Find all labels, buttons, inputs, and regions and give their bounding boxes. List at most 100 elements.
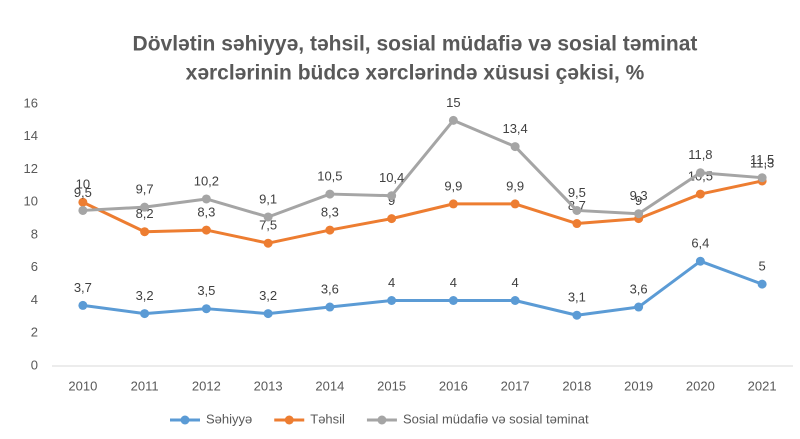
point	[201, 194, 211, 204]
chart-title: Dövlətin səhiyyə, təhsil, sosial müdafiə…	[133, 33, 698, 56]
data-label: 10,2	[194, 173, 219, 188]
legend-label: Sosial müdafiə və sosial təminat	[403, 411, 589, 426]
legend-marker	[377, 415, 387, 425]
x-tick-label: 2015	[377, 378, 406, 393]
point	[325, 302, 335, 312]
point	[757, 279, 767, 289]
legend-marker	[284, 415, 294, 425]
x-tick-label: 2012	[192, 378, 221, 393]
data-label: 3,2	[136, 288, 154, 303]
x-tick-label: 2021	[748, 378, 777, 393]
legend-label: Təhsil	[310, 411, 345, 426]
data-label: 10,4	[379, 170, 404, 185]
data-label: 4	[450, 275, 457, 290]
point	[325, 225, 335, 235]
point	[448, 115, 458, 125]
point	[510, 296, 520, 305]
point	[140, 227, 150, 237]
y-tick-label: 16	[24, 95, 38, 110]
data-label: 6,4	[691, 236, 709, 251]
y-tick-label: 10	[24, 194, 38, 209]
point	[325, 189, 335, 199]
x-tick-label: 2018	[562, 378, 591, 393]
data-label: 10	[76, 177, 90, 192]
data-label: 3,5	[197, 283, 215, 298]
data-label: 3,7	[74, 280, 92, 295]
point	[634, 209, 644, 219]
point	[387, 214, 397, 224]
data-label: 5	[759, 259, 766, 274]
point	[78, 300, 88, 310]
point	[634, 302, 644, 312]
chart-title: xərclərinin büdcə xərclərində xüsusi çək…	[186, 62, 645, 85]
y-tick-label: 4	[31, 292, 38, 307]
point	[263, 238, 273, 248]
x-tick-label: 2010	[68, 378, 97, 393]
x-tick-label: 2017	[501, 378, 530, 393]
point	[572, 310, 582, 320]
x-tick-label: 2019	[624, 378, 653, 393]
data-label: 9,5	[74, 185, 92, 200]
point	[695, 168, 705, 178]
point	[448, 296, 458, 305]
data-label: 8,2	[136, 206, 154, 221]
data-label: 11,8	[688, 147, 712, 162]
point	[695, 189, 705, 199]
data-label: 9	[635, 193, 642, 208]
point	[78, 205, 88, 215]
y-tick-label: 12	[24, 161, 38, 176]
point	[387, 191, 397, 201]
y-tick-label: 8	[31, 226, 38, 241]
series-line	[82, 179, 763, 245]
point	[263, 212, 273, 222]
point	[201, 225, 211, 235]
data-label: 11,5	[750, 152, 774, 167]
y-tick-label: 2	[31, 325, 38, 340]
point	[387, 296, 397, 305]
x-tick-label: 2016	[439, 378, 468, 393]
data-label: 15	[446, 95, 460, 110]
data-label: 9,1	[259, 191, 277, 206]
point	[572, 219, 582, 229]
point	[140, 309, 150, 319]
data-label: 9,3	[630, 188, 648, 203]
data-label: 3,6	[321, 281, 339, 296]
point	[263, 309, 273, 319]
point	[201, 304, 211, 314]
point	[510, 199, 520, 209]
data-label: 8,3	[197, 205, 215, 220]
data-label: 11,3	[750, 155, 774, 170]
point	[140, 202, 150, 212]
x-tick-label: 2020	[686, 378, 715, 393]
data-label: 8,3	[321, 205, 339, 220]
point	[510, 142, 520, 152]
data-label: 4	[388, 275, 395, 290]
point	[78, 197, 88, 207]
point	[757, 173, 767, 183]
x-tick-label: 2013	[254, 378, 283, 393]
point	[695, 256, 705, 266]
data-label: 9	[388, 193, 395, 208]
data-label: 3,6	[630, 281, 648, 296]
data-label: 9,9	[444, 178, 462, 193]
y-tick-label: 14	[24, 128, 38, 143]
y-tick-label: 6	[31, 259, 38, 274]
series-line	[82, 259, 763, 317]
data-label: 10,5	[317, 169, 342, 184]
series-line	[82, 118, 763, 219]
data-label: 9,9	[506, 178, 524, 193]
legend-marker	[180, 415, 190, 425]
data-label: 9,5	[568, 185, 586, 200]
x-tick-label: 2011	[131, 378, 159, 393]
data-label: 3,1	[568, 290, 586, 305]
data-label: 13,4	[502, 121, 527, 136]
point	[448, 199, 458, 209]
data-label: 7,5	[259, 218, 277, 233]
x-tick-label: 2014	[315, 378, 344, 393]
data-label: 9,7	[136, 182, 154, 197]
data-label: 3,2	[259, 288, 277, 303]
data-label: 4	[512, 275, 519, 290]
y-tick-label: 0	[31, 357, 38, 372]
point	[572, 205, 582, 215]
